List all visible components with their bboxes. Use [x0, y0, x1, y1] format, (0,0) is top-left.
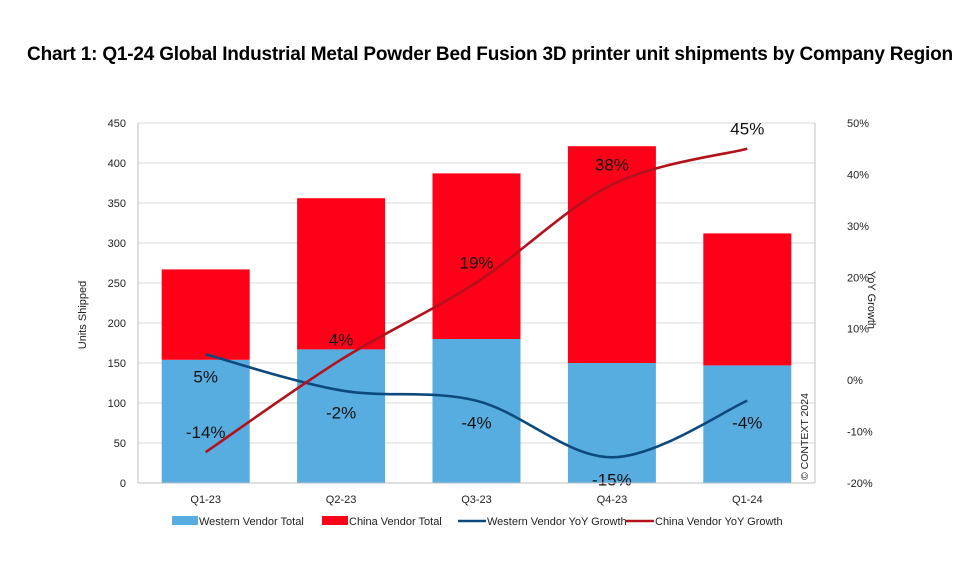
legend-swatch [322, 516, 348, 525]
bar-western-vendor-total [703, 365, 792, 483]
data-label: 5% [193, 367, 218, 386]
y-tick-label: 100 [108, 398, 126, 410]
y2-tick-label: 20% [847, 272, 869, 284]
bar-china-vendor-total [161, 269, 250, 360]
data-label: 19% [459, 253, 493, 272]
y-tick-label: 450 [108, 118, 126, 130]
legend: Western Vendor Total China Vendor Total We… [172, 516, 783, 528]
y-tick-label: 200 [108, 318, 126, 330]
data-label: -4% [461, 414, 491, 433]
y2-tick-label: 40% [847, 169, 869, 181]
chart-title: Chart 1: Q1-24 Global Industrial Metal P… [27, 44, 953, 65]
bar-western-vendor-total [161, 359, 250, 483]
y-axis-label: Units Shipped [77, 281, 89, 350]
x-tick-label: Q4-23 [597, 494, 628, 506]
legend-label: China Vendor Total [349, 516, 442, 528]
x-tick-label: Q1-24 [732, 494, 763, 506]
bar-china-vendor-total [297, 198, 386, 350]
x-tick-label: Q1-23 [190, 494, 221, 506]
bars [161, 146, 792, 483]
y-tick-label: 150 [108, 358, 126, 370]
data-label: 38% [595, 156, 629, 175]
y2-tick-label: 30% [847, 221, 869, 233]
y-tick-label: 300 [108, 238, 126, 250]
data-labels: 5% -2% -4% -15% -4% -14% 4% 19% 38% 45% [186, 120, 764, 490]
y-tick-label: 400 [108, 158, 126, 170]
y2-tick-label: 50% [847, 118, 869, 130]
data-label: -4% [732, 414, 762, 433]
legend-label: Western Vendor YoY Growth [487, 516, 627, 528]
data-label: -2% [326, 403, 356, 422]
data-label: -14% [186, 423, 226, 442]
y2-tick-label: -10% [847, 427, 873, 439]
bar-china-vendor-total [567, 146, 656, 363]
x-tick-label: Q3-23 [461, 494, 492, 506]
y2-tick-label: 0% [847, 375, 863, 387]
data-label: 45% [730, 120, 764, 139]
y2-tick-label: -20% [847, 478, 873, 490]
legend-swatch [172, 516, 198, 525]
bar-china-vendor-total [703, 233, 792, 366]
legend-label: Western Vendor Total [199, 516, 304, 528]
y-tick-label: 0 [120, 478, 126, 490]
line-china-vendor-yoy-growth [204, 147, 748, 454]
y2-axis-label: YoY Growth [865, 271, 877, 329]
x-tick-label: Q2-23 [326, 494, 357, 506]
axes: 0 50 100 150 200 250 300 350 400 450 -20% -10% 0% 10%… [108, 118, 873, 506]
bar-western-vendor-total [567, 363, 656, 483]
bar-western-vendor-total [297, 349, 386, 483]
bar-western-vendor-total [432, 339, 521, 483]
y-tick-label: 50 [114, 438, 126, 450]
lines [204, 147, 748, 459]
data-label: 4% [329, 331, 354, 350]
y-tick-label: 250 [108, 278, 126, 290]
y2-tick-label: 10% [847, 324, 869, 336]
y-tick-label: 350 [108, 198, 126, 210]
watermark: © CONTEXT 2024 [799, 393, 811, 480]
data-label: -15% [592, 470, 632, 489]
legend-label: China Vendor YoY Growth [655, 516, 783, 528]
line-western-vendor-yoy-growth [205, 353, 748, 459]
bar-china-vendor-total [432, 173, 521, 339]
